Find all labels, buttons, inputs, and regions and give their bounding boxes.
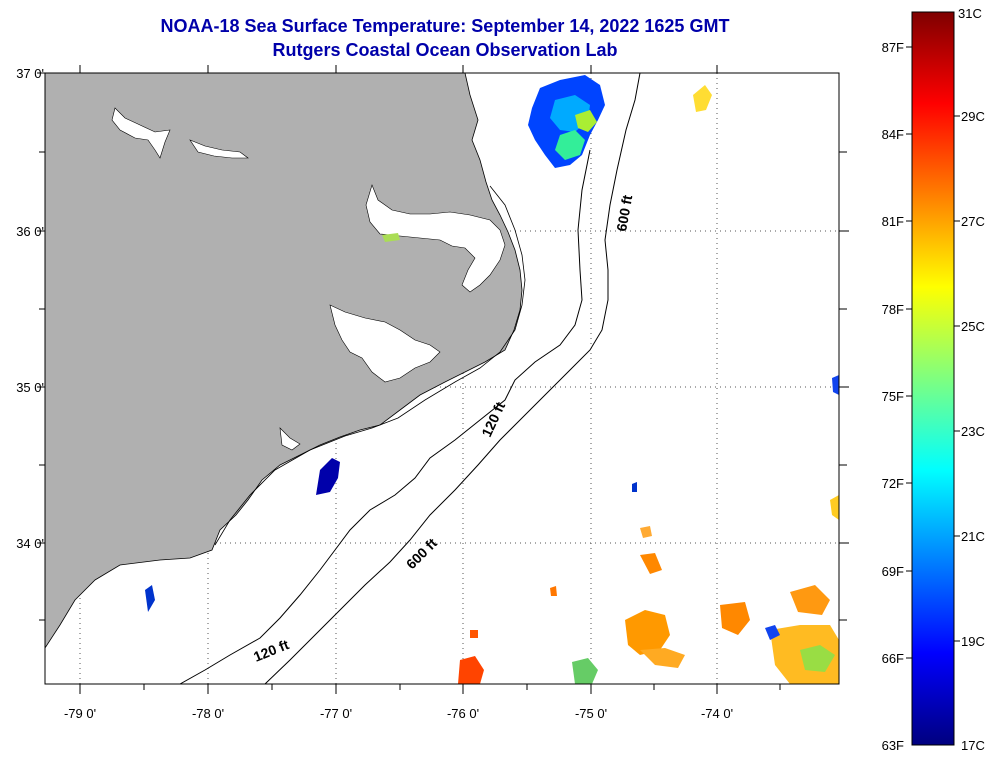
lon-label: -75 0' — [575, 706, 607, 721]
lon-label: -74 0' — [701, 706, 733, 721]
longitude-labels: -79 0' -78 0' -77 0' -76 0' -75 0' -74 0… — [64, 706, 733, 721]
colorbar-f-label: 75F — [882, 389, 904, 404]
map-frame — [44, 72, 840, 685]
inland-waters — [111, 107, 506, 451]
colorbar-f-label: 66F — [882, 651, 904, 666]
colorbar-c-label: 31C — [958, 6, 982, 21]
lat-label: 34 0' — [16, 536, 44, 551]
sst-data-patches — [145, 75, 839, 684]
colorbar-c-label: 23C — [961, 424, 985, 439]
coastline — [214, 185, 526, 546]
lon-label: -77 0' — [320, 706, 352, 721]
colorbar-ticks — [906, 46, 960, 659]
colorbar-c-label: 17C — [961, 738, 985, 753]
map-subtitle: Rutgers Coastal Ocean Observation Lab — [272, 40, 618, 60]
colorbar-c-label: 27C — [961, 214, 985, 229]
contour-600ft — [264, 73, 641, 684]
contour-120ft — [179, 149, 591, 684]
map-title: NOAA-18 Sea Surface Temperature: Septemb… — [160, 16, 730, 36]
colorbar-f-label: 87F — [882, 40, 904, 55]
lat-label: 35 0' — [16, 380, 44, 395]
colorbar-c-label: 29C — [961, 109, 985, 124]
tick-marks — [37, 65, 849, 694]
colorbar-f-label: 78F — [882, 302, 904, 317]
lon-label: -78 0' — [192, 706, 224, 721]
contour-label-600ft-north: 600 ft — [613, 193, 635, 232]
colorbar-f-label: 69F — [882, 564, 904, 579]
colorbar-f-label: 72F — [882, 476, 904, 491]
colorbar-c-label: 19C — [961, 634, 985, 649]
colorbar-f-label: 81F — [882, 214, 904, 229]
colorbar-celsius-labels: 31C 29C 27C 25C 23C 21C 19C 17C — [958, 6, 985, 753]
lat-label: 37 0' — [16, 66, 44, 81]
lon-label: -76 0' — [447, 706, 479, 721]
lat-label: 36 0' — [16, 224, 44, 239]
colorbar — [911, 11, 955, 746]
colorbar-c-label: 25C — [961, 319, 985, 334]
colorbar-c-label: 21C — [961, 529, 985, 544]
colorbar-f-label: 63F — [882, 738, 904, 753]
latitude-labels: 37 0' 36 0' 35 0' 34 0' — [16, 66, 44, 551]
colorbar-f-label: 84F — [882, 127, 904, 142]
colorbar-fahrenheit-labels: 87F 84F 81F 78F 75F 72F 69F 66F 63F — [882, 40, 904, 753]
lon-label: -79 0' — [64, 706, 96, 721]
